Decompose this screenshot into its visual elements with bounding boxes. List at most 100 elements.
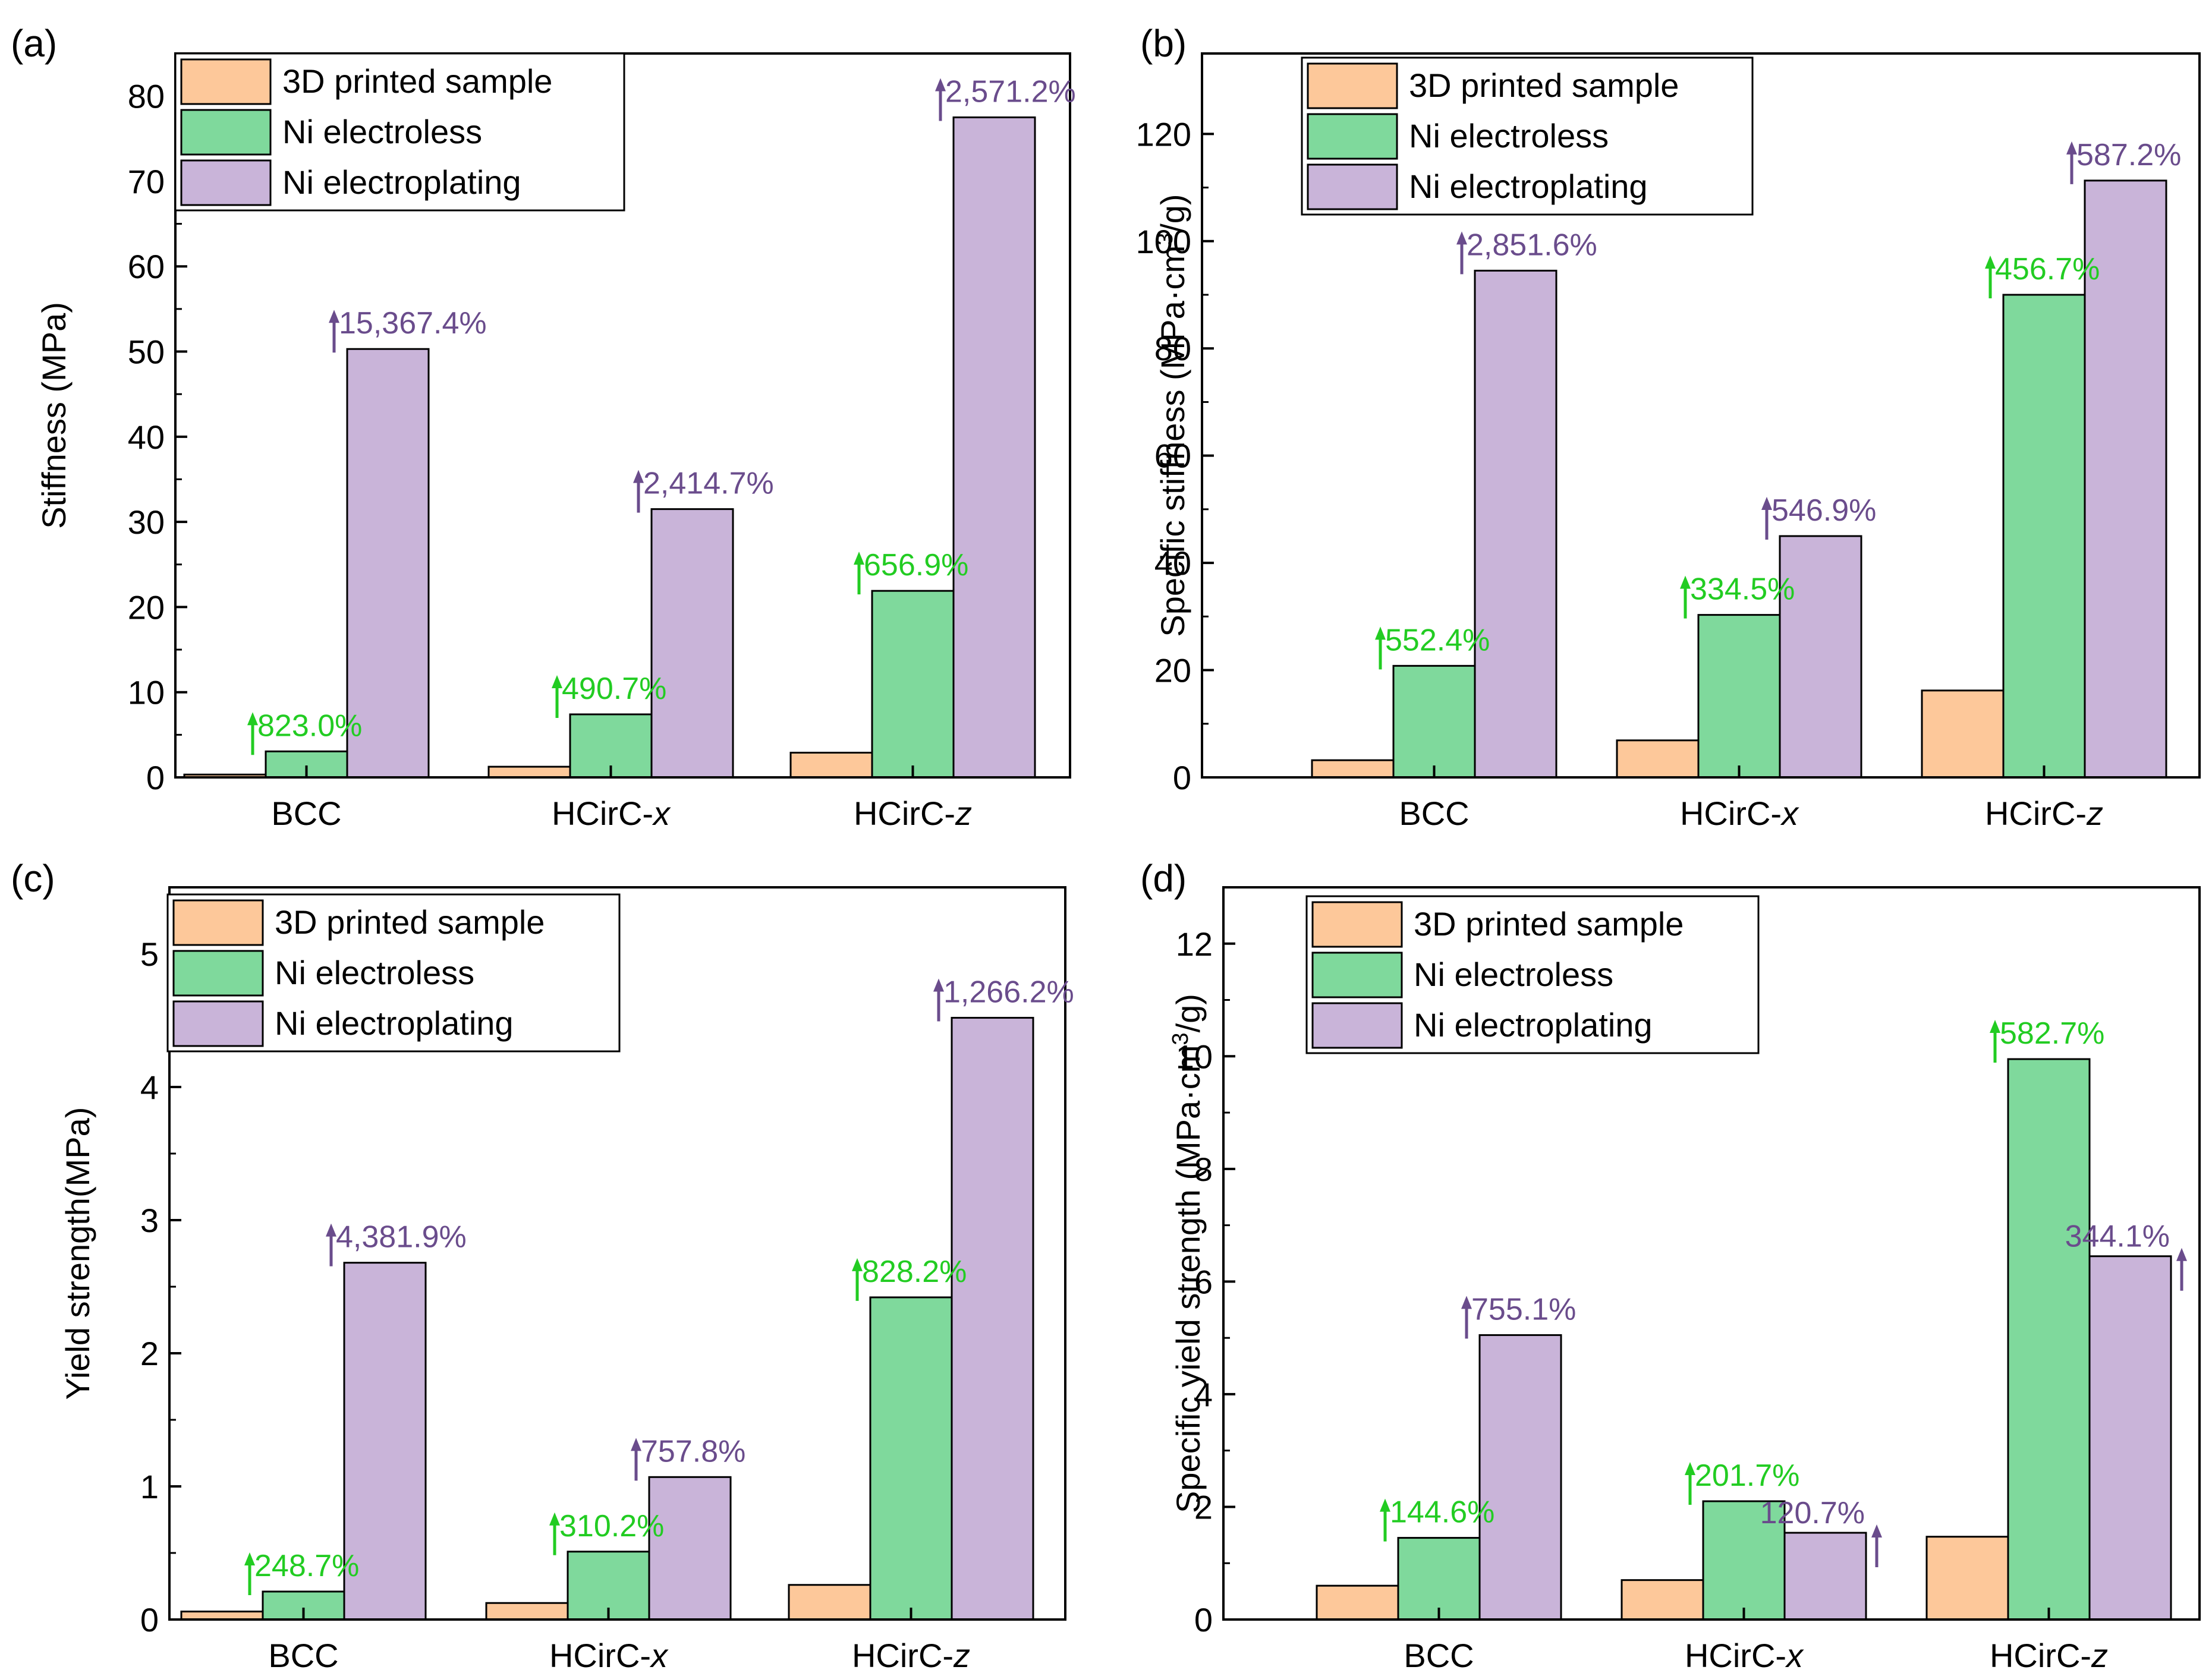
y-axis-title: Yield strength(MPa) — [59, 1107, 96, 1400]
increase-arrow-icon — [1380, 1498, 1390, 1542]
y-tick-label: 1 — [140, 1468, 159, 1505]
bar-electroplating-hcirc-z — [2084, 179, 2167, 779]
increase-arrow-icon — [549, 1512, 560, 1555]
annotation-6569: 656.9% — [854, 548, 968, 595]
x-tick-label-hcirc-z: HCirC-z — [854, 795, 972, 832]
legend-swatch-printed — [172, 899, 264, 946]
annotation-4907: 490.7% — [552, 672, 666, 718]
y-tick-label: 0 — [146, 759, 165, 796]
y-axis-title-superscript: 3 — [1168, 1032, 1193, 1045]
y-axis-title: Specific yield strength (MPa·cm3/g) — [1168, 994, 1207, 1513]
increase-arrow-icon — [1990, 1020, 2000, 1063]
legend-label: Ni electroplating — [1409, 168, 1648, 205]
x-tick-label-base: HCirC- — [1990, 1637, 2091, 1673]
legend-item-printed: 3D printed sample — [172, 899, 545, 946]
legend-item-electroless: Ni electroless — [1307, 113, 1609, 160]
y-tick-label: 40 — [128, 418, 165, 456]
y-tick-label: 10 — [128, 674, 165, 711]
y-tick-label: 50 — [128, 333, 165, 371]
x-tick-label-base: BCC — [1404, 1637, 1474, 1673]
y-axis: 0 1 2 3 4 5 — [140, 935, 181, 1639]
y-axis-title-main: Specific stiffness (MPa·cm — [1154, 245, 1191, 637]
legend-label: Ni electroless — [275, 954, 474, 991]
annotation-label: 828.2% — [862, 1255, 967, 1289]
x-tick-label-hcirc-x: HCirC-x — [549, 1637, 669, 1673]
panel-label: (b) — [1140, 22, 1187, 65]
x-tick-label-base: HCirC- — [852, 1637, 954, 1673]
chart-panel-b: (b) Specific stiffness (MPa·cm3/g) 0 20 40 60… — [1136, 22, 2201, 832]
bars — [180, 1017, 1034, 1621]
y-axis-title: Specific stiffness (MPa·cm3/g) — [1153, 194, 1191, 637]
x-tick-label-base: HCirC- — [549, 1637, 651, 1673]
legend-swatch-electroplating — [1307, 163, 1398, 210]
annotation-label: 546.9% — [1772, 493, 1876, 528]
increase-arrow-icon — [854, 552, 864, 595]
annotation-24147: 2,414.7% — [633, 467, 774, 513]
y-tick-label: 4 — [140, 1069, 159, 1106]
y-axis: 0 2 4 6 8 10 12 — [1176, 925, 1235, 1639]
annotation-3345: 334.5% — [1680, 572, 1795, 619]
increase-arrow-icon — [1461, 1296, 1472, 1339]
x-tick-label-bcc: BCC — [1404, 1637, 1474, 1673]
chart-panel-d: (d) Specific yield strength (MPa·cm3/g) 0 2… — [1140, 857, 2201, 1673]
annotation-2017: 201.7% — [1685, 1458, 1799, 1505]
annotation-7578: 757.8% — [631, 1434, 745, 1481]
x-tick-label-variable: x — [1785, 1637, 1804, 1673]
annotation-8230: 823.0% — [247, 708, 362, 755]
increase-arrow-icon — [933, 978, 944, 1022]
y-tick-label: 100 — [1136, 223, 1191, 260]
bar-printed-hcirc-x — [485, 1602, 569, 1621]
bar-printed-hcirc-z — [1925, 1536, 2009, 1621]
legend-item-electroless: Ni electroless — [172, 950, 474, 997]
annotation-2487: 248.7% — [244, 1549, 359, 1595]
bar-electroplating-hcirc-z — [952, 116, 1036, 779]
y-axis-title-main: Specific yield strength (MPa·cm — [1169, 1045, 1207, 1513]
annotation-label: 490.7% — [562, 672, 666, 706]
increase-arrow-icon — [552, 675, 562, 718]
y-tick-label: 12 — [1176, 925, 1213, 963]
bar-electroplating-bcc — [1474, 269, 1557, 779]
annotation-label: 2,571.2% — [945, 74, 1076, 109]
y-tick-label: 20 — [1154, 652, 1191, 689]
bar-printed-hcirc-x — [1621, 1579, 1704, 1621]
increase-arrow-icon — [326, 1223, 336, 1266]
annotations: 248.7% 4,381.9% 310.2% 757.8% 828.2% 1,266.2% — [244, 975, 1074, 1595]
increase-arrow-icon — [244, 1552, 255, 1595]
annotation-label: 15,367.4% — [339, 306, 487, 341]
increase-arrow-icon — [1680, 575, 1691, 619]
bar-printed-bcc — [1316, 1584, 1399, 1621]
annotations: 552.4% 2,851.6% 334.5% 546.9% 456.7% 587.2% — [1375, 138, 2181, 670]
legend: 3D printed sample Ni electroless Ni electr… — [174, 52, 625, 212]
x-tick-label-base: HCirC- — [1985, 795, 2087, 832]
annotation-5827: 582.7% — [1990, 1016, 2104, 1063]
x-tick-label-hcirc-x: HCirC-x — [1680, 795, 1799, 832]
increase-arrow-icon — [852, 1258, 863, 1301]
legend-swatch-electroplating — [180, 159, 272, 206]
bar-electroplating-bcc — [346, 348, 430, 779]
bar-electroplating-bcc — [1478, 1334, 1562, 1621]
annotation-label: 456.7% — [1995, 252, 2100, 286]
annotations: 823.0% 15,367.4% 490.7% 2,414.7% 656.9% 2,571… — [247, 74, 1076, 755]
annotation-label: 310.2% — [559, 1509, 664, 1543]
x-axis: BCC HCirC-x HCirC-z — [268, 1608, 970, 1673]
y-axis-title-superscript: 3 — [1153, 233, 1178, 245]
annotation-5469: 546.9% — [1761, 493, 1876, 540]
y-tick-label: 70 — [128, 163, 165, 200]
y-tick-label: 6 — [1194, 1263, 1213, 1300]
increase-arrow-icon — [633, 470, 644, 513]
y-tick-label: 80 — [1154, 330, 1191, 367]
legend-label: Ni electroplating — [1414, 1006, 1653, 1044]
y-tick-label: 0 — [1194, 1601, 1213, 1639]
legend-swatch-electroless — [1307, 113, 1398, 160]
x-tick-label-variable: z — [953, 1637, 970, 1673]
annotation-4567: 456.7% — [1985, 252, 2100, 298]
y-tick-label: 5 — [140, 935, 159, 973]
increase-arrow-icon — [631, 1438, 641, 1481]
plot-frame — [1222, 886, 2201, 1621]
bar-printed-hcirc-z — [1921, 689, 2005, 779]
legend-label: 3D printed sample — [1409, 67, 1679, 104]
x-tick-label-bcc: BCC — [1399, 795, 1469, 832]
bar-electroless-hcirc-z — [869, 1296, 953, 1621]
x-axis: BCC HCirC-x HCirC-z — [1399, 765, 2103, 832]
legend-item-printed: 3D printed sample — [180, 58, 552, 105]
